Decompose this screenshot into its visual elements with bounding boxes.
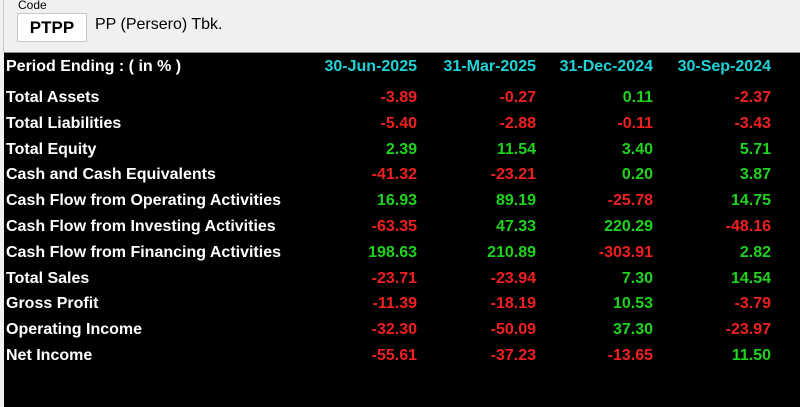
cell-value: -0.11 [617,114,653,132]
cell-value: -25.78 [607,192,653,210]
row-label: Net Income [6,347,93,364]
table-header: Period Ending : ( in % ) 30-Jun-2025 31-… [4,55,800,79]
company-name: PP (Persero) Tbk. [95,16,223,33]
table-row: Cash Flow from Financing Activities 198.6… [4,241,800,265]
cell-value: 47.33 [495,218,536,235]
row-label: Total Sales [6,269,90,287]
row-label: Cash Flow from Operating Activities [6,192,282,210]
period-header: 30-Jun-2025 [324,58,418,75]
row-label: Total Assets [6,89,100,106]
row-label: Operating Income [6,321,143,339]
code-label: Code [18,0,47,12]
window-border [3,0,4,52]
cell-value: 11.50 [731,347,771,364]
cell-value: 14.75 [730,192,771,210]
cell-value: 0.11 [622,89,653,106]
table-row: Total Sales -23.71 -23.94 7.30 14.54 [4,267,800,291]
cell-value: -37.23 [490,347,536,364]
cell-value: 198.63 [368,243,417,261]
cell-value: 37.30 [612,321,653,339]
table-row: Cash and Cash Equivalents -41.32 -23.21 0.2… [4,163,800,187]
cell-value: -3.89 [380,89,417,106]
cell-value: -63.35 [371,218,417,235]
cell-value: -48.16 [725,218,771,235]
cell-value: -2.88 [499,114,536,132]
table-row: Total Liabilities -5.40 -2.88 -0.11 -3.43 [4,112,800,136]
cell-value: -5.40 [380,114,417,132]
table-row: Cash Flow from Operating Activities 16.93… [4,189,800,213]
cell-value: -18.19 [490,295,536,313]
row-label: Cash Flow from Investing Activities [6,218,276,235]
table-row: Operating Income -32.30 -50.09 37.30 -23.97 [4,318,800,342]
row-label: Gross Profit [6,295,99,313]
period-header: 31-Dec-2024 [559,58,653,75]
cell-value: -11.39 [372,295,417,313]
cell-value: -0.27 [499,89,536,106]
cell-value: -55.61 [371,347,417,364]
cell-value: -3.79 [734,295,771,313]
row-label: Total Liabilities [6,114,122,132]
cell-value: -32.30 [371,321,417,339]
cell-value: -3.43 [734,114,771,132]
period-header: 30-Sep-2024 [677,58,771,75]
cell-value: -13.65 [607,347,653,364]
cell-value: -23.97 [725,321,771,339]
row-label: Total Equity [6,140,97,158]
cell-value: 2.39 [385,140,417,158]
cell-value: 11.54 [496,140,536,158]
table-row: Gross Profit -11.39 -18.19 10.53 -3.79 [4,292,800,316]
cell-value: 10.53 [612,295,653,313]
cell-value: 210.89 [487,243,536,261]
table-row: Net Income -55.61 -37.23 -13.65 11.50 [4,344,800,368]
cell-value: 7.30 [621,269,653,287]
table-row: Cash Flow from Investing Activities -63.3… [4,215,800,239]
row-label: Cash Flow from Financing Activities [6,243,281,261]
cell-value: -50.09 [490,321,536,339]
financial-ratio-table: Period Ending : ( in % ) 30-Jun-2025 31-… [4,52,800,407]
cell-value: 3.87 [739,166,771,184]
cell-value: 16.93 [376,192,417,210]
cell-value: 2.82 [739,243,771,261]
cell-value: 5.71 [739,140,771,158]
cell-value: -41.32 [371,166,417,184]
table-row: Total Equity 2.39 11.54 3.40 5.71 [4,138,800,162]
cell-value: -23.94 [490,269,536,287]
cell-value: 14.54 [730,269,771,287]
period-ending-label: Period Ending : ( in % ) [6,58,182,75]
table-row: Total Assets -3.89 -0.27 0.11 -2.37 [4,86,800,110]
cell-value: 0.20 [621,166,653,184]
cell-value: 220.29 [604,218,653,235]
stock-code-input[interactable]: PTPP [17,13,87,42]
cell-value: -303.91 [598,243,653,261]
period-header: 31-Mar-2025 [443,58,537,75]
cell-value: 3.40 [621,140,653,158]
row-label: Cash and Cash Equivalents [6,166,216,184]
cell-value: 89.19 [495,192,536,210]
cell-value: -23.21 [490,166,536,184]
cell-value: -2.37 [734,89,771,106]
cell-value: -23.71 [371,269,417,287]
